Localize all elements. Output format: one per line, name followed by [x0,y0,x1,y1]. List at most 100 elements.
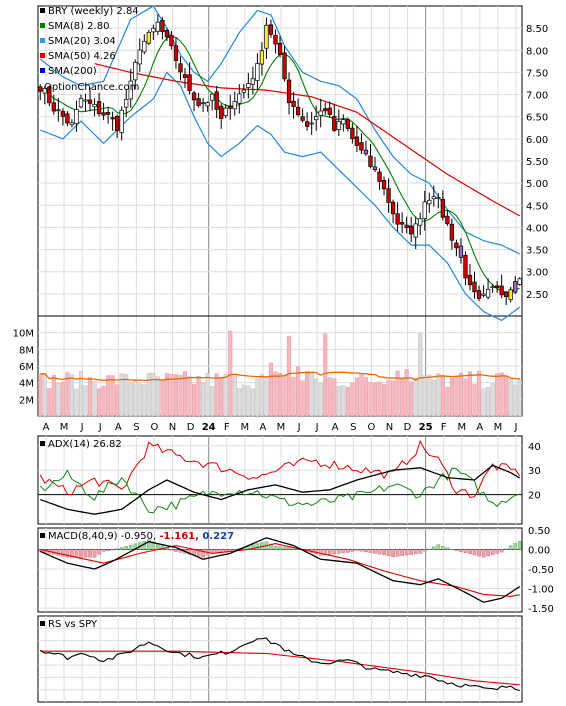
price-candle [96,92,102,117]
macd-histogram-bar [454,549,459,551]
price-candle [200,97,206,113]
price-candle [87,87,93,112]
price-candle [69,119,75,128]
price-candle [395,202,400,232]
volume-bar [83,385,88,417]
price-tick-label: 7.50 [526,68,548,79]
minus-di-line [39,467,520,514]
macd-histogram-bar [359,549,364,552]
macd-histogram-bar [418,549,423,554]
price-candle [178,56,183,81]
macd-histogram-bar [151,541,156,550]
volume-bar [517,379,522,417]
volume-bar [431,380,436,417]
volume-tick-label: 4M [19,379,34,390]
volume-bar [142,384,147,417]
volume-bar [259,374,264,417]
adx-legend-swatch [40,441,45,446]
volume-bar [210,386,215,417]
x-month-label: N [386,422,393,433]
volume-bar [300,380,305,417]
volume-bar [264,377,269,417]
macd-histogram-bar [255,543,260,550]
adx-line [40,464,521,515]
price-candle [431,185,436,207]
macd-line [40,537,521,603]
price-candle [146,29,151,46]
price-legend: BRY (weekly) 2.84 SMA(8) 2.80 SMA(20) 3.04… [40,6,139,77]
volume-bar [160,379,165,417]
volume-bar [449,377,454,417]
price-candle [160,17,165,40]
macd-histogram-bar [251,544,255,550]
volume-average-line [40,371,520,382]
volume-bar [486,387,491,417]
price-candle [354,125,360,153]
volume-bar [119,373,124,417]
price-candle [187,62,192,95]
price-candle [92,98,97,117]
volume-bar [467,371,473,417]
volume-bar [372,382,378,417]
macd-histogram-bar [269,543,273,550]
x-month-label: M [241,422,250,433]
price-candle [440,190,445,221]
macd-histogram-bar [327,549,332,555]
watermark: OptionChance.com [44,82,139,93]
price-candle [142,34,147,55]
macd-histogram-bar [513,543,518,550]
price-candle [65,111,70,127]
legend-swatch [40,23,45,28]
macd-histogram-bar [106,549,110,551]
price-candle [282,46,287,82]
volume-bar [201,383,206,417]
rs-legend-swatch [40,621,45,626]
macd-header-value: -1.161, [159,531,202,542]
volume-bar [318,383,323,417]
price-tick-label: 8.50 [526,24,548,35]
macd-histogram-bar [404,549,409,556]
macd-histogram-bar [373,549,377,554]
macd-histogram-bar [101,549,106,552]
x-month-label: 24 [202,422,216,433]
volume-bar [178,375,183,417]
volume-bar [286,335,292,417]
legend-swatch [40,38,45,43]
macd-histogram-bar [468,549,472,555]
price-tick-label: 8.00 [526,46,548,57]
price-candle [332,104,337,133]
price-candle [268,19,274,38]
price-tick-label: 6.00 [526,135,548,146]
price-candle [381,176,387,196]
volume-bar [386,380,391,417]
macd-histogram-bar [273,546,278,550]
price-candle [173,37,179,69]
x-month-label: S [350,422,356,433]
macd-histogram-bar [441,545,445,550]
macd-histogram-bar [490,549,495,555]
macd-histogram-bar [445,547,450,550]
x-month-label: F [224,422,230,433]
price-candle [427,192,432,214]
price-candle [345,117,351,132]
volume-bar [418,333,423,417]
volume-bar [332,378,337,417]
volume-bar [395,370,400,417]
price-tick-label: 4.00 [526,223,548,234]
x-month-label: S [133,422,139,433]
price-candle [56,97,61,122]
volume-bar [440,376,445,417]
volume-bar [350,382,355,417]
macd-histogram-bar [160,545,165,550]
x-month-label: J [297,422,301,433]
price-candle [119,106,124,141]
price-candle [259,42,265,76]
x-month-label: M [457,422,466,433]
volume-bar [101,385,106,417]
price-candle [182,67,188,88]
price-candle [228,94,233,120]
volume-bar [400,379,405,417]
volume-bar [323,333,328,417]
price-candle [413,216,418,250]
